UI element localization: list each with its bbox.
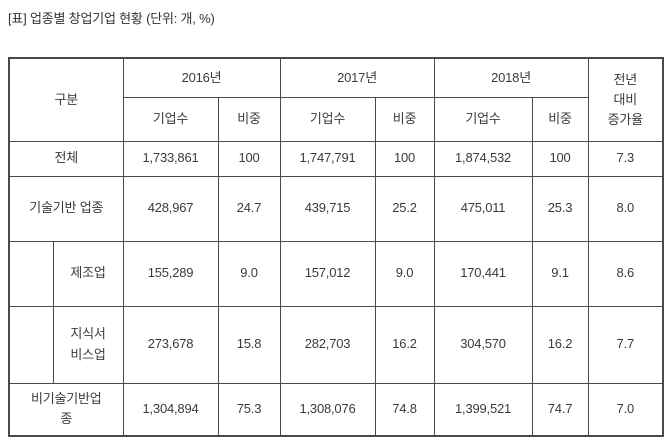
cell-2016-count: 273,678 bbox=[122, 305, 219, 384]
cell-2017-share: 74.8 bbox=[374, 382, 435, 437]
row-label-knowledge-service: 지식서 비스업 bbox=[52, 305, 124, 384]
row-label-tech-based: 기술기반 업종 bbox=[8, 175, 124, 242]
cell-2017-share: 9.0 bbox=[374, 240, 435, 307]
cell-2016-share: 100 bbox=[217, 140, 281, 177]
header-year-2017: 2017년 bbox=[279, 57, 435, 98]
cell-2018-count: 304,570 bbox=[433, 305, 533, 384]
cell-2017-share: 16.2 bbox=[374, 305, 435, 384]
cell-2018-count: 1,874,532 bbox=[433, 140, 533, 177]
cell-2017-count: 157,012 bbox=[279, 240, 376, 307]
header-share-2018: 비중 bbox=[531, 96, 589, 142]
industry-startup-table: 구분 2016년 2017년 2018년 전년 대비 증가율 기업수 비중 기업… bbox=[8, 57, 665, 437]
cell-growth-rate: 7.3 bbox=[587, 140, 664, 177]
header-count-2016: 기업수 bbox=[122, 96, 219, 142]
table-row-non-tech-based: 비기술기반업 종 1,304,894 75.3 1,308,076 74.8 1… bbox=[8, 382, 664, 437]
cell-2016-count: 1,304,894 bbox=[122, 382, 219, 437]
header-growth-rate: 전년 대비 증가율 bbox=[587, 57, 664, 142]
header-row-years: 구분 2016년 2017년 2018년 전년 대비 증가율 bbox=[8, 57, 664, 142]
cell-growth-rate: 8.6 bbox=[587, 240, 664, 307]
cell-2016-share: 24.7 bbox=[217, 175, 281, 242]
table-row-knowledge-service: 지식서 비스업 273,678 15.8 282,703 16.2 304,57… bbox=[8, 305, 664, 384]
cell-2018-count: 170,441 bbox=[433, 240, 533, 307]
cell-2018-share: 9.1 bbox=[531, 240, 589, 307]
cell-2016-share: 9.0 bbox=[217, 240, 281, 307]
header-share-2017: 비중 bbox=[374, 96, 435, 142]
table-row-total: 전체 1,733,861 100 1,747,791 100 1,874,532… bbox=[8, 140, 664, 177]
header-year-2018: 2018년 bbox=[433, 57, 589, 98]
cell-2018-share: 16.2 bbox=[531, 305, 589, 384]
cell-2016-count: 155,289 bbox=[122, 240, 219, 307]
cell-2017-share: 25.2 bbox=[374, 175, 435, 242]
header-category: 구분 bbox=[8, 57, 124, 142]
table-row-manufacturing: 제조업 155,289 9.0 157,012 9.0 170,441 9.1 … bbox=[8, 240, 664, 307]
cell-2017-count: 282,703 bbox=[279, 305, 376, 384]
cell-growth-rate: 7.0 bbox=[587, 382, 664, 437]
cell-growth-rate: 8.0 bbox=[587, 175, 664, 242]
row-label-manufacturing: 제조업 bbox=[52, 240, 124, 307]
indent-spacer-cell bbox=[8, 240, 54, 307]
header-row-subcolumns: 기업수 비중 기업수 비중 기업수 비중 bbox=[9, 96, 663, 142]
cell-2017-count: 439,715 bbox=[279, 175, 376, 242]
cell-2016-share: 15.8 bbox=[217, 305, 281, 384]
cell-2017-count: 1,747,791 bbox=[279, 140, 376, 177]
header-share-2016: 비중 bbox=[217, 96, 281, 142]
cell-2018-count: 1,399,521 bbox=[433, 382, 533, 437]
cell-2018-share: 100 bbox=[531, 140, 589, 177]
cell-2016-share: 75.3 bbox=[217, 382, 281, 437]
table-row-tech-based: 기술기반 업종 428,967 24.7 439,715 25.2 475,01… bbox=[8, 175, 664, 242]
cell-2018-share: 25.3 bbox=[531, 175, 589, 242]
page-title: [표] 업종별 창업기업 현황 (단위: 개, %) bbox=[8, 11, 215, 26]
header-count-2017: 기업수 bbox=[279, 96, 376, 142]
cell-growth-rate: 7.7 bbox=[587, 305, 664, 384]
row-label-total: 전체 bbox=[8, 140, 124, 177]
row-label-non-tech-based: 비기술기반업 종 bbox=[8, 382, 124, 437]
indent-spacer-cell bbox=[8, 305, 54, 384]
cell-2018-count: 475,011 bbox=[433, 175, 533, 242]
header-count-2018: 기업수 bbox=[433, 96, 533, 142]
header-year-2016: 2016년 bbox=[122, 57, 281, 98]
cell-2016-count: 1,733,861 bbox=[122, 140, 219, 177]
cell-2016-count: 428,967 bbox=[122, 175, 219, 242]
cell-2017-count: 1,308,076 bbox=[279, 382, 376, 437]
cell-2018-share: 74.7 bbox=[531, 382, 589, 437]
cell-2017-share: 100 bbox=[374, 140, 435, 177]
